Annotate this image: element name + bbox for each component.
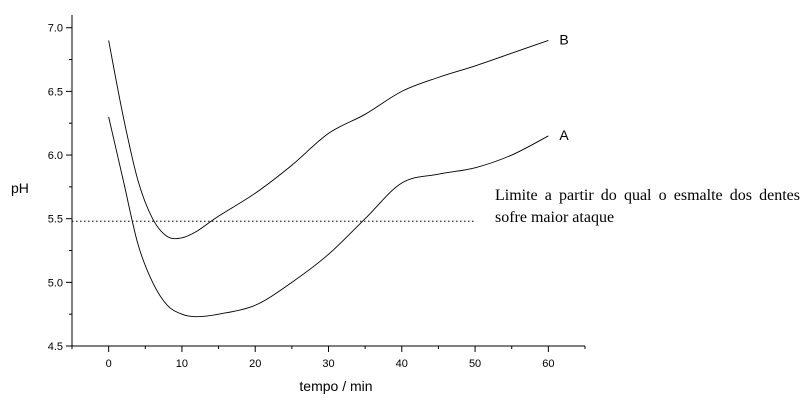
series-label-a: A xyxy=(559,127,569,143)
y-tick-label: 6.0 xyxy=(48,150,63,162)
series-line-a xyxy=(108,116,549,318)
y-axis-label: pH xyxy=(11,180,29,196)
enamel-limit-annotation: Limite a partir do qual o esmalte dos de… xyxy=(495,187,800,226)
series-group: BA xyxy=(108,31,569,318)
y-tick-label: 4.5 xyxy=(48,341,63,353)
y-tick-label: 6.5 xyxy=(48,86,63,98)
series-line-b xyxy=(108,40,549,240)
y-tick-label: 7.0 xyxy=(48,23,63,35)
x-tick-label: 10 xyxy=(176,358,188,370)
series-label-b: B xyxy=(559,31,568,47)
axes xyxy=(71,15,585,347)
x-tick-label: 50 xyxy=(469,358,481,370)
x-axis-label: tempo / min xyxy=(299,378,372,394)
y-tick-label: 5.5 xyxy=(48,214,63,226)
x-ticks: 0 10 20 30 40 50 60 xyxy=(71,346,586,370)
x-tick-label: 40 xyxy=(396,358,408,370)
y-tick-label: 5.0 xyxy=(48,277,63,289)
x-tick-label: 60 xyxy=(542,358,554,370)
x-tick-label: 0 xyxy=(106,358,112,370)
x-tick-label: 20 xyxy=(249,358,261,370)
y-ticks: 4.5 5.0 5.5 6.0 6.5 7.0 xyxy=(48,23,72,353)
x-tick-label: 30 xyxy=(322,358,334,370)
